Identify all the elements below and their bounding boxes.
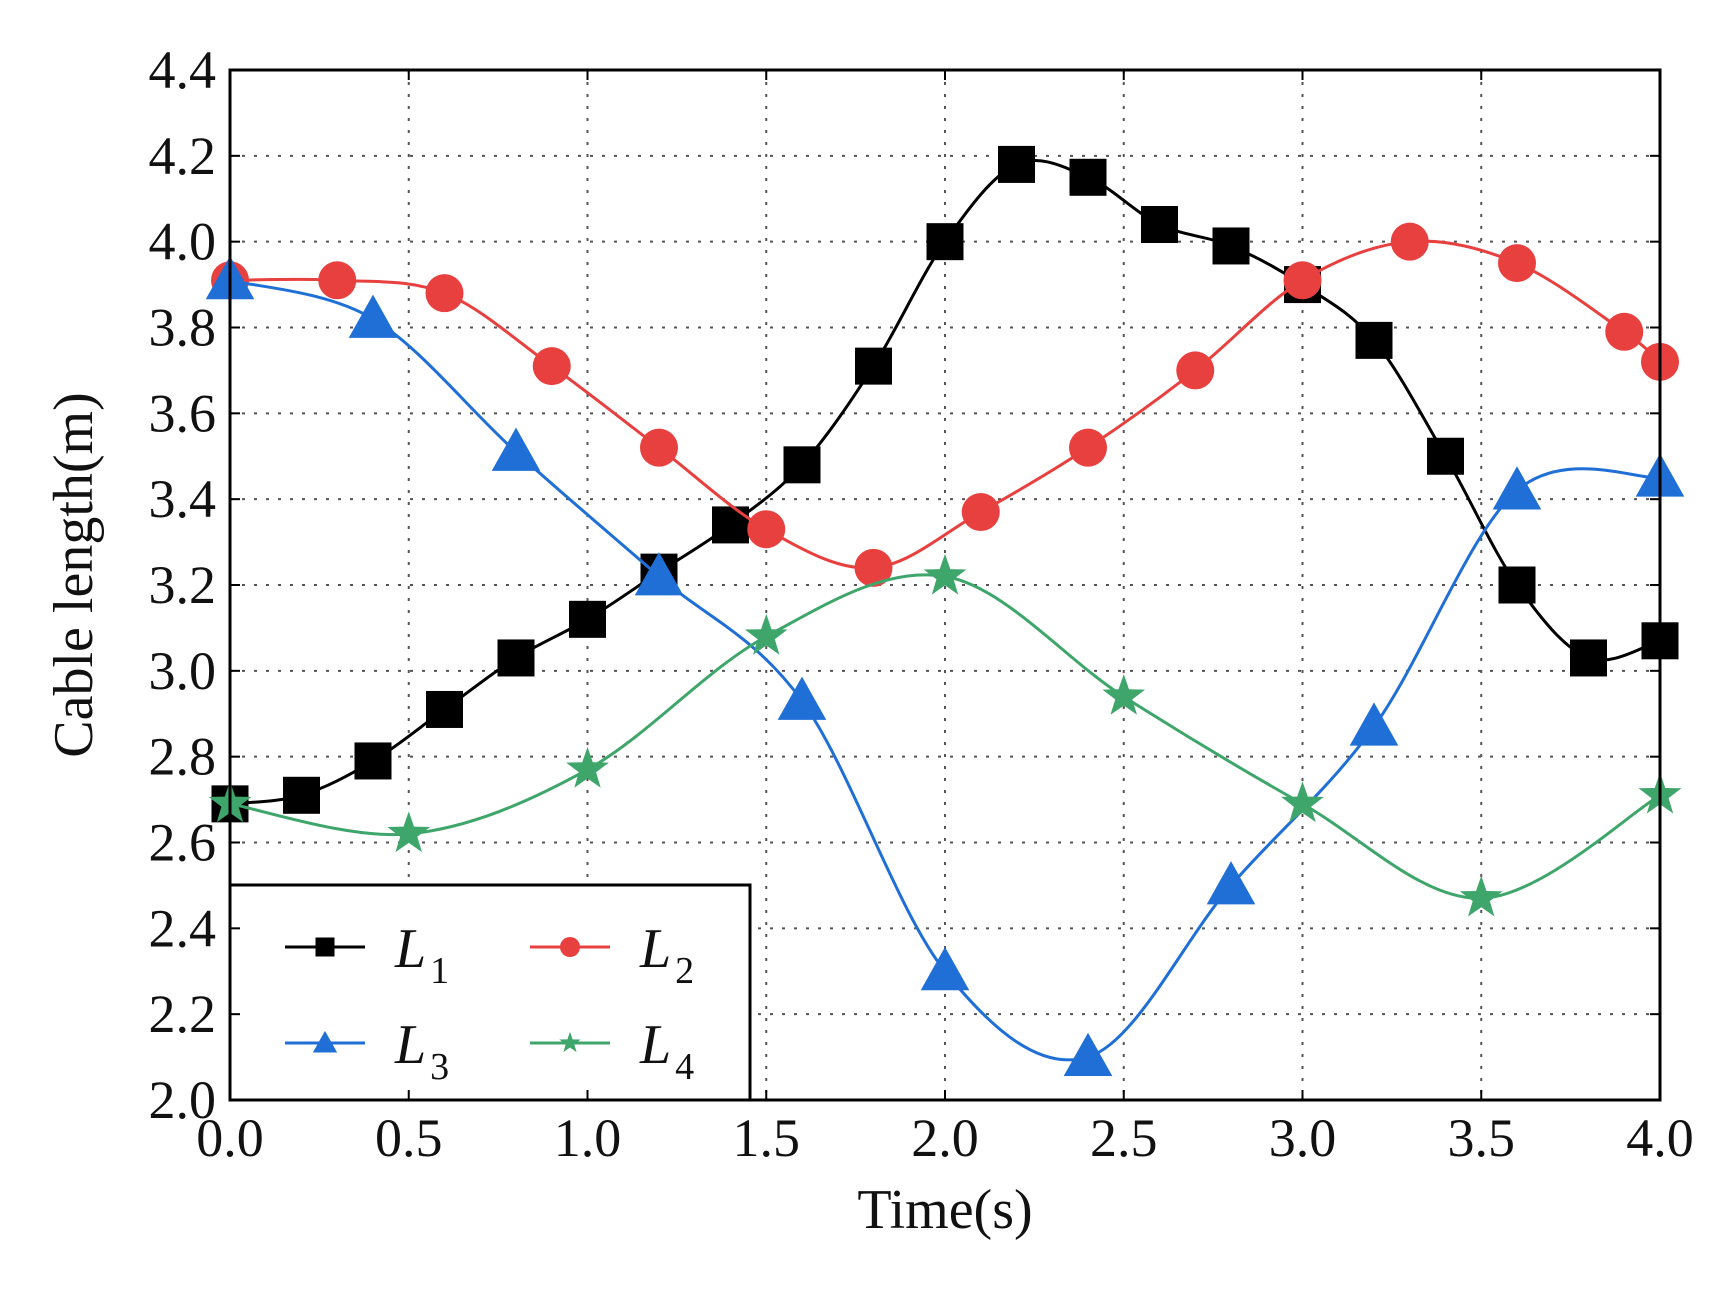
y-tick-label: 2.2	[149, 984, 217, 1044]
tick-layer: 0.0 0.5 1.0 1.5 2.0 2.5 3.0 3.5 4.0 2.0 2.2 2.4 2.6 2…	[149, 40, 1694, 1168]
legend-label-main: L	[394, 918, 426, 980]
data-point-3	[1492, 466, 1542, 510]
data-point-1	[569, 600, 606, 638]
data-point-2	[961, 493, 1000, 532]
data-point-2	[640, 428, 678, 467]
legend-label-subscript: 2	[675, 950, 694, 992]
y-axis-title: Cable length(m)	[43, 392, 105, 757]
data-point-3	[348, 294, 398, 338]
data-point-3	[920, 946, 970, 991]
data-point-3	[1349, 702, 1399, 746]
data-point-3	[491, 427, 541, 471]
data-point-4	[1102, 674, 1146, 715]
x-tick-label: 3.5	[1448, 1108, 1516, 1168]
x-tick-label: 3.0	[1269, 1108, 1337, 1168]
data-point-2	[854, 548, 893, 587]
x-tick-label: 1.0	[554, 1108, 622, 1168]
data-point-4	[1459, 875, 1503, 917]
data-point-1	[1069, 158, 1107, 196]
data-point-2	[1605, 312, 1644, 351]
data-point-3	[1063, 1032, 1113, 1077]
legend-marker	[560, 937, 580, 957]
x-tick-label: 2.0	[911, 1108, 979, 1168]
legend: L 1 L 2L 3 L 4	[228, 883, 752, 1102]
y-tick-label: 3.0	[149, 641, 217, 701]
data-point-1	[1355, 321, 1393, 359]
y-tick-label: 2.0	[149, 1070, 217, 1130]
x-tick-label: 4.0	[1626, 1108, 1694, 1168]
data-point-2	[532, 347, 571, 386]
data-point-1	[426, 690, 463, 728]
data-point-3	[777, 676, 827, 720]
y-tick-label: 2.4	[149, 898, 217, 958]
data-point-4	[744, 614, 788, 655]
y-tick-label: 4.2	[149, 126, 217, 186]
x-tick-label: 0.5	[375, 1108, 443, 1168]
data-point-1	[1498, 566, 1536, 604]
data-point-1	[1141, 206, 1178, 243]
data-point-2	[1069, 428, 1107, 467]
data-point-1	[1570, 639, 1607, 677]
legend-label-main: L	[394, 1014, 426, 1076]
y-tick-label: 2.6	[149, 813, 217, 873]
legend-marker	[559, 1031, 581, 1053]
data-point-1	[712, 506, 749, 544]
legend-label-subscript: 4	[675, 1046, 694, 1088]
y-tick-label: 4.4	[149, 40, 217, 100]
legend-marker	[315, 937, 335, 957]
legend-box	[228, 883, 752, 1102]
data-point-2	[1498, 244, 1536, 283]
legend-label-subscript: 1	[430, 950, 449, 992]
data-point-1	[855, 347, 892, 385]
data-point-2	[747, 510, 786, 549]
x-tick-label: 0.0	[196, 1108, 264, 1168]
x-tick-label: 2.5	[1090, 1108, 1158, 1168]
series-1	[211, 145, 1679, 823]
data-point-1	[998, 145, 1035, 183]
data-point-3	[634, 552, 684, 596]
data-point-2	[425, 274, 464, 313]
data-point-1	[497, 639, 535, 677]
data-point-1	[783, 446, 821, 484]
y-tick-label: 3.6	[149, 383, 217, 443]
legend-marker	[312, 1030, 338, 1053]
series-2	[211, 222, 1679, 587]
data-point-1	[1427, 437, 1464, 475]
data-point-2	[318, 261, 357, 300]
y-tick-label: 3.8	[149, 298, 217, 358]
x-tick-label: 1.5	[733, 1108, 801, 1168]
y-tick-label: 2.8	[149, 727, 217, 787]
data-point-2	[1390, 222, 1429, 261]
data-point-2	[1283, 261, 1322, 300]
x-axis-title: Time(s)	[857, 1179, 1032, 1241]
data-point-1	[283, 776, 320, 814]
data-point-1	[1212, 227, 1250, 265]
y-tick-label: 3.4	[149, 469, 217, 529]
data-point-4	[1281, 781, 1324, 823]
data-point-1	[926, 223, 964, 261]
data-point-4	[387, 811, 431, 853]
data-point-4	[923, 553, 967, 595]
legend-label-main: L	[639, 1014, 671, 1076]
y-tick-label: 3.2	[149, 555, 217, 615]
data-point-3	[1206, 861, 1256, 905]
legend-label-main: L	[639, 918, 671, 980]
legend-label-subscript: 3	[430, 1046, 449, 1088]
data-point-1	[354, 742, 392, 780]
data-point-2	[1176, 351, 1215, 390]
y-tick-label: 4.0	[149, 212, 217, 272]
data-point-4	[566, 747, 609, 788]
